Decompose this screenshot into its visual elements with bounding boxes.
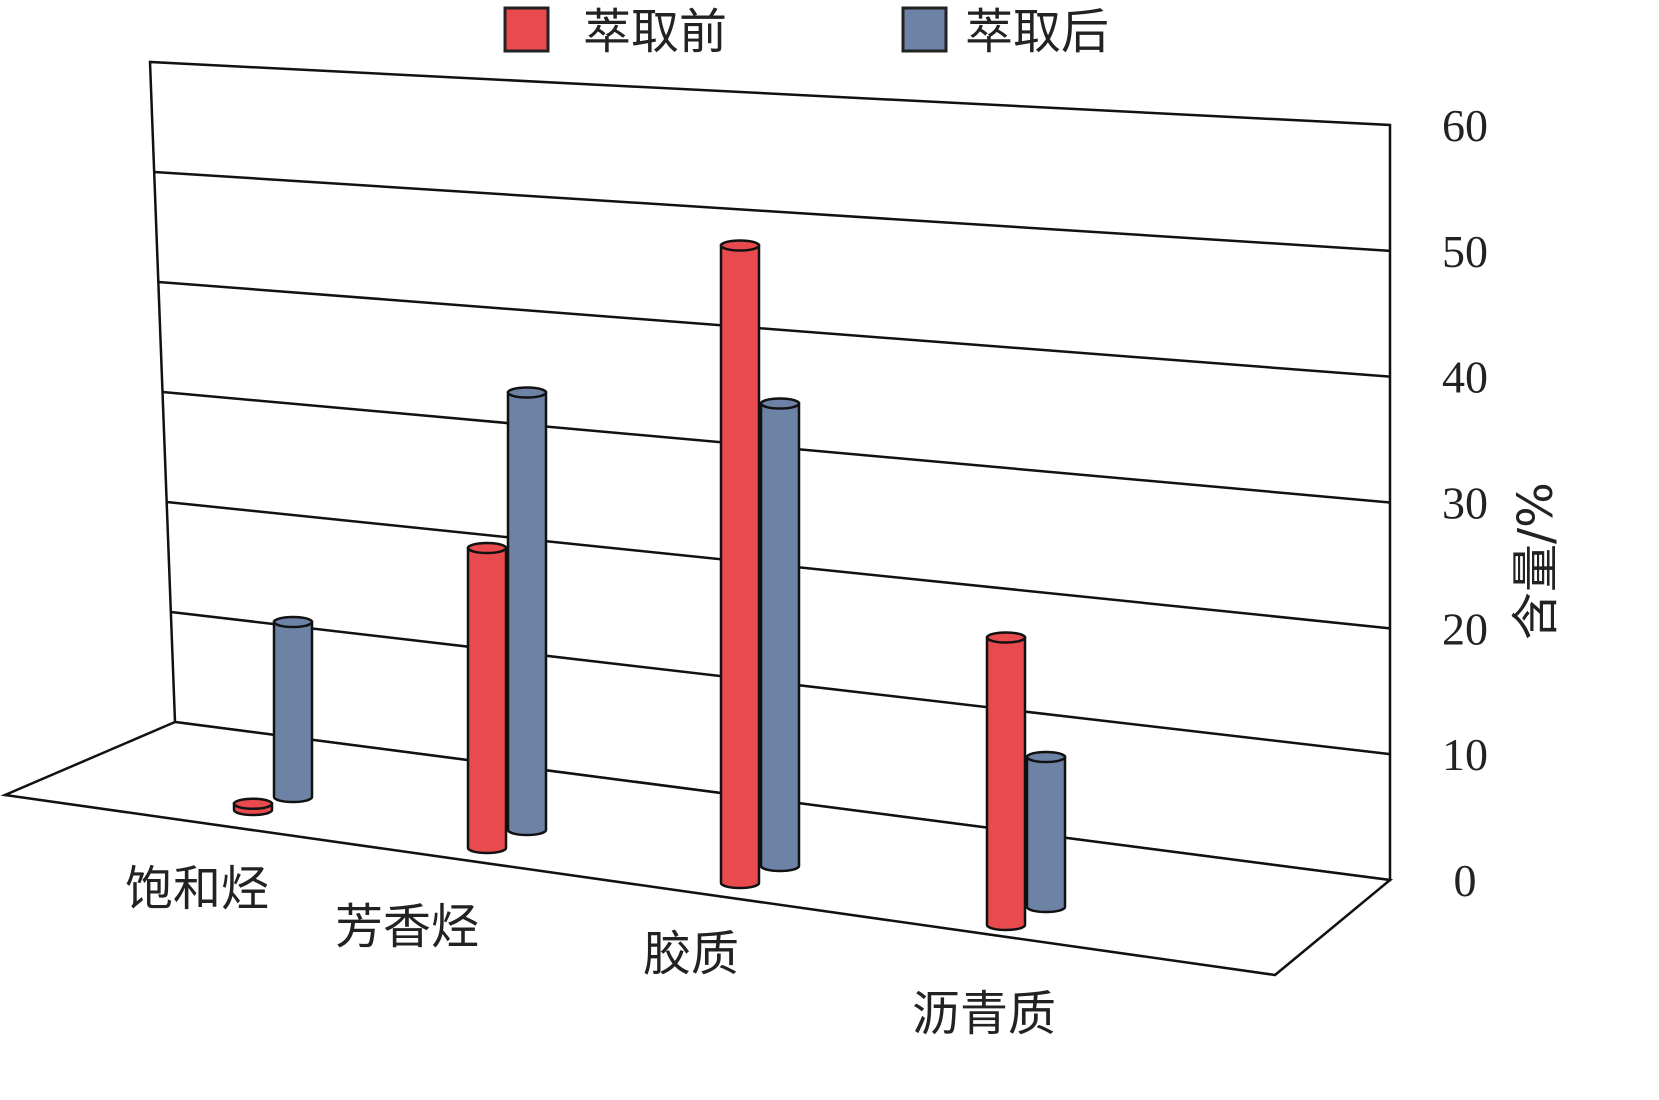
y-tick-label: 60	[1442, 100, 1488, 151]
bar-before	[719, 239, 761, 890]
bar-top	[466, 541, 508, 555]
bar-after	[759, 397, 801, 873]
y-tick-labels: 0 10 20 30 40 50 60	[1442, 100, 1488, 906]
y-tick-label: 0	[1454, 855, 1477, 906]
bar-top	[719, 239, 761, 252]
legend-label-before: 萃取前	[583, 4, 727, 60]
bar-before	[232, 797, 274, 817]
y-tick-label: 50	[1442, 226, 1488, 277]
bar-before	[466, 541, 508, 855]
bar-top	[506, 386, 548, 399]
bar-after	[506, 386, 548, 837]
bar-body	[466, 546, 508, 855]
bar-top	[1025, 750, 1067, 764]
bar-body	[1025, 755, 1067, 914]
legend-label-after: 萃取后	[965, 4, 1109, 60]
bar-after	[272, 615, 314, 804]
y-tick-label: 10	[1442, 729, 1488, 780]
bar-after	[1025, 750, 1067, 914]
category-label: 沥青质	[912, 986, 1056, 1042]
y-tick-label: 30	[1442, 478, 1488, 529]
bar-top	[272, 615, 314, 629]
category-label: 胶质	[643, 926, 739, 982]
y-axis-label: 含量/%	[1508, 482, 1564, 640]
bar-before	[985, 631, 1027, 932]
y-tick-label: 20	[1442, 603, 1488, 654]
bar-body	[506, 391, 548, 837]
legend-swatch-after	[901, 6, 948, 53]
bar-top	[232, 797, 274, 810]
bar-body	[759, 402, 801, 873]
gridline	[154, 170, 1391, 253]
legend-swatch-before	[503, 6, 550, 53]
bar-body	[719, 244, 761, 890]
legend: 萃取前 萃取后	[503, 4, 1109, 60]
bar-top	[759, 397, 801, 410]
bars	[232, 239, 1067, 932]
category-label: 饱和烃	[125, 861, 269, 917]
bar-body	[985, 636, 1027, 932]
bar-body	[272, 620, 314, 804]
y-tick-label: 40	[1442, 352, 1488, 403]
category-label: 芳香烃	[335, 899, 479, 955]
bar-top	[985, 631, 1027, 644]
gridline	[158, 280, 1391, 378]
